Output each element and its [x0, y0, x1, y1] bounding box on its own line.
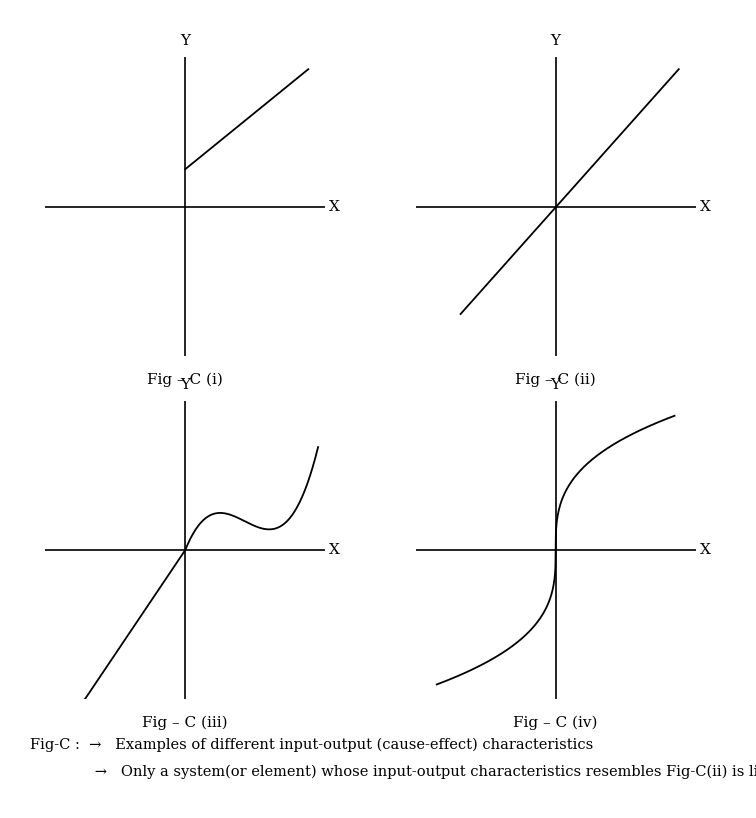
- Text: →   Only a system(or element) whose input-output characteristics resembles Fig-C: → Only a system(or element) whose input-…: [30, 765, 756, 780]
- Text: X: X: [330, 200, 340, 213]
- Text: Fig – C (iii): Fig – C (iii): [142, 716, 228, 730]
- Text: Fig – C (ii): Fig – C (ii): [516, 372, 596, 387]
- Text: Fig – C (iv): Fig – C (iv): [513, 716, 598, 730]
- Text: X: X: [700, 200, 711, 213]
- Text: X: X: [330, 543, 340, 557]
- Text: Y: Y: [550, 34, 561, 48]
- Text: X: X: [700, 543, 711, 557]
- Text: Y: Y: [550, 378, 561, 392]
- Text: Fig-C :  →   Examples of different input-output (cause-effect) characteristics: Fig-C : → Examples of different input-ou…: [30, 738, 593, 753]
- Text: Y: Y: [180, 34, 191, 48]
- Text: Fig – C (i): Fig – C (i): [147, 372, 223, 387]
- Text: Y: Y: [180, 378, 191, 392]
